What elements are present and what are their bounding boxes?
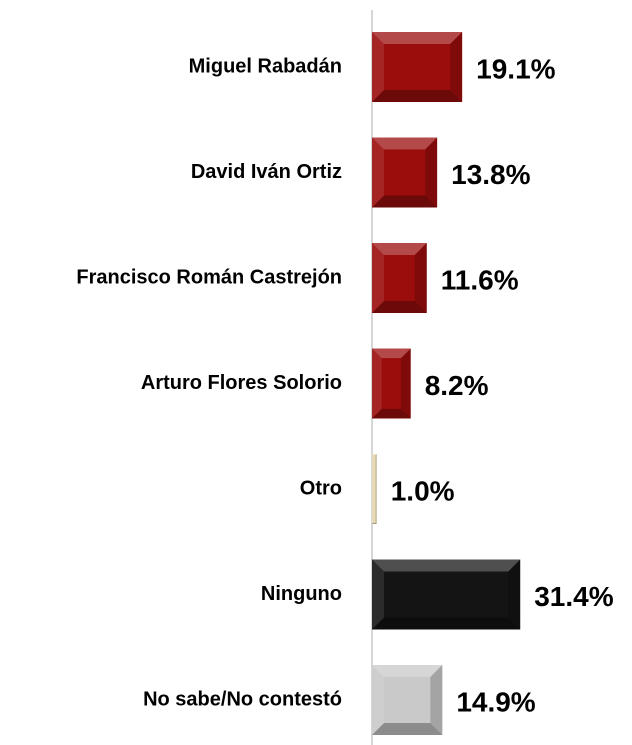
bar-bevel-right <box>508 559 521 630</box>
bar-bevel-right <box>430 665 443 735</box>
bar-bevel-right <box>425 137 438 208</box>
bar-bevel-left <box>372 665 384 735</box>
bar-bevel-right <box>414 243 427 313</box>
bar-body <box>372 32 463 102</box>
bar-bevel-left <box>372 32 384 102</box>
value-label: 8.2% <box>425 370 489 401</box>
bar-bevel-bottom <box>372 617 521 630</box>
bar-bevel-right <box>450 32 463 102</box>
bar <box>372 243 427 313</box>
bar-bevel-left <box>372 454 374 524</box>
bar-body <box>372 137 438 208</box>
bar-bevel-left <box>372 559 384 630</box>
bar-bevel-bottom <box>372 522 377 524</box>
value-label: 14.9% <box>456 686 535 717</box>
category-label: Ninguno <box>261 583 342 605</box>
category-label: No sabe/No contestó <box>143 688 342 710</box>
bar <box>372 137 438 208</box>
bar-bevel-top <box>372 665 443 677</box>
value-label: 31.4% <box>534 581 613 612</box>
bar-bevel-left <box>372 137 384 208</box>
value-label: 13.8% <box>451 159 530 190</box>
bar-body <box>372 348 411 419</box>
bar-bevel-right <box>375 454 377 524</box>
bar-bevel-bottom <box>372 723 443 735</box>
category-label: Francisco Román Castrejón <box>76 266 342 288</box>
bar-bevel-bottom <box>372 301 427 313</box>
value-label: 11.6% <box>441 264 519 295</box>
bar-bevel-bottom <box>372 408 411 419</box>
bar-body <box>372 243 427 313</box>
category-label: Miguel Rabadán <box>189 55 342 77</box>
bar-bevel-left <box>372 348 382 419</box>
bar <box>372 32 463 102</box>
bar-bevel-top <box>372 454 377 456</box>
bar-body <box>372 559 521 630</box>
bar <box>372 665 443 735</box>
bar-bevel-right <box>401 348 411 419</box>
value-label: 19.1% <box>476 53 555 84</box>
category-label: David Iván Ortiz <box>191 161 342 183</box>
category-label: Arturo Flores Solorio <box>141 372 342 394</box>
bar-bevel-top <box>372 243 427 255</box>
bar <box>372 454 377 524</box>
bar-bevel-bottom <box>372 90 463 102</box>
bar <box>372 348 411 419</box>
bar-body <box>372 665 443 735</box>
bar <box>372 559 521 630</box>
bar-body <box>372 454 377 524</box>
bar-bevel-top <box>372 137 438 150</box>
category-label: Otro <box>300 477 342 499</box>
bar-bevel-top <box>372 559 521 572</box>
value-label: 1.0% <box>391 475 455 506</box>
bar-bevel-top <box>372 32 463 44</box>
bar-bevel-bottom <box>372 195 438 208</box>
bar-bevel-top <box>372 348 411 359</box>
bar-bevel-left <box>372 243 384 313</box>
